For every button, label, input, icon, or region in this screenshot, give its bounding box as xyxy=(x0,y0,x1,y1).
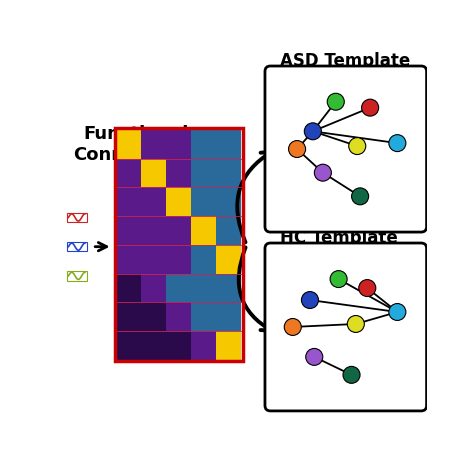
Bar xyxy=(141,245,166,273)
Bar xyxy=(141,159,166,187)
Bar xyxy=(216,331,241,360)
Text: Functional
Connectivity: Functional Connectivity xyxy=(73,125,200,164)
Circle shape xyxy=(362,99,379,116)
FancyBboxPatch shape xyxy=(265,243,427,411)
Bar xyxy=(141,187,166,216)
Circle shape xyxy=(352,188,369,205)
Bar xyxy=(191,216,216,245)
Bar xyxy=(216,130,241,159)
Bar xyxy=(191,273,216,302)
Bar xyxy=(116,302,141,331)
Bar xyxy=(191,302,216,331)
Circle shape xyxy=(327,93,344,110)
Bar xyxy=(216,245,241,273)
Bar xyxy=(141,302,166,331)
Circle shape xyxy=(347,316,365,332)
Bar xyxy=(191,159,216,187)
Text: HC Template: HC Template xyxy=(280,228,397,246)
Bar xyxy=(216,159,241,187)
Bar xyxy=(141,273,166,302)
Circle shape xyxy=(301,292,319,309)
Bar xyxy=(116,216,141,245)
Bar xyxy=(166,187,191,216)
Circle shape xyxy=(389,135,406,152)
Circle shape xyxy=(289,141,306,157)
Bar xyxy=(166,216,191,245)
Text: ASD Template: ASD Template xyxy=(280,52,410,70)
Bar xyxy=(216,216,241,245)
Bar xyxy=(141,216,166,245)
Bar xyxy=(116,130,141,159)
Bar xyxy=(116,331,141,360)
Circle shape xyxy=(330,271,347,288)
Bar xyxy=(216,187,241,216)
Circle shape xyxy=(306,348,323,365)
Bar xyxy=(216,302,241,331)
Bar xyxy=(116,159,141,187)
Bar xyxy=(166,302,191,331)
Circle shape xyxy=(304,123,321,140)
Circle shape xyxy=(314,164,331,181)
Bar xyxy=(116,273,141,302)
Circle shape xyxy=(349,137,366,155)
Bar xyxy=(191,331,216,360)
Circle shape xyxy=(284,319,301,336)
Bar xyxy=(116,187,141,216)
Bar xyxy=(191,187,216,216)
Bar xyxy=(166,245,191,273)
Circle shape xyxy=(359,280,376,297)
Bar xyxy=(191,245,216,273)
Bar xyxy=(166,130,191,159)
Circle shape xyxy=(389,303,406,320)
Bar xyxy=(166,273,191,302)
Bar xyxy=(116,245,141,273)
Bar xyxy=(166,159,191,187)
FancyBboxPatch shape xyxy=(265,66,427,232)
Circle shape xyxy=(343,366,360,383)
Bar xyxy=(141,331,166,360)
Bar xyxy=(216,273,241,302)
Bar xyxy=(166,331,191,360)
Bar xyxy=(141,130,166,159)
Bar xyxy=(191,130,216,159)
